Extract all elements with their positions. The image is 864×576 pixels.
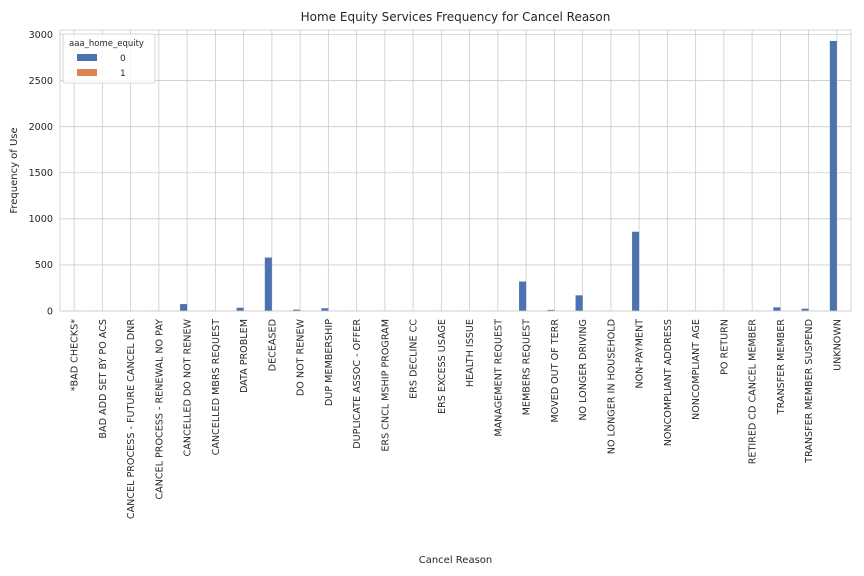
bar	[519, 281, 527, 311]
x-tick-label: UNKNOWN	[832, 319, 843, 371]
x-tick-label: NONCOMPLIANT AGE	[691, 319, 702, 420]
legend-label: 0	[120, 54, 126, 64]
x-tick-label: BAD ADD SET BY PO ACS	[98, 319, 109, 439]
bar	[773, 307, 781, 311]
legend-swatch	[77, 69, 97, 76]
legend-swatch	[77, 54, 97, 61]
bar	[575, 295, 583, 311]
x-tick-label: HEALTH ISSUE	[465, 319, 476, 387]
bar	[236, 307, 244, 311]
y-tick-label: 2000	[29, 122, 53, 133]
x-tick-label: DUP MEMBERSHIP	[324, 319, 335, 406]
y-tick-label: 1500	[29, 168, 53, 179]
bar	[264, 257, 272, 311]
x-tick-label: CANCELLED DO NOT RENEW	[183, 318, 194, 456]
x-tick-label: MOVED OUT OF TERR	[550, 319, 561, 423]
bar	[321, 308, 329, 311]
x-tick-label: NO LONGER IN HOUSEHOLD	[606, 319, 617, 454]
y-tick-label: 1000	[29, 214, 53, 225]
x-tick-label: MEMBERS REQUEST	[522, 319, 533, 416]
legend-label: 1	[120, 69, 126, 79]
y-tick-labels: 0 500 1000 1500 2000 2500 3000	[29, 30, 53, 317]
x-tick-label: CANCEL PROCESS - FUTURE CANCEL DNR	[126, 319, 137, 519]
x-tick-label: NO LONGER DRIVING	[578, 319, 589, 421]
x-tick-label: ERS CNCL MSHIP PROGRAM	[380, 319, 391, 452]
y-tick-label: 2500	[29, 76, 53, 87]
x-tick-label: DECEASED	[267, 319, 278, 371]
x-tick-label: NON-PAYMENT	[635, 319, 646, 389]
x-tick-label: TRANSFER MEMBER	[776, 319, 787, 416]
x-tick-label: DO NOT RENEW	[296, 318, 307, 396]
x-tick-labels: *BAD CHECKS* BAD ADD SET BY PO ACS CANCEL …	[70, 318, 844, 519]
plot-frame	[59, 29, 852, 312]
y-axis-label: Frequency of Use	[9, 127, 20, 213]
bars	[67, 40, 837, 312]
grid	[60, 30, 851, 312]
legend-entries: 01	[77, 54, 126, 79]
x-tick-label: CANCEL PROCESS - RENEWAL NO PAY	[154, 319, 165, 500]
x-tick-label: CANCELLED MBRS REQUEST	[211, 319, 222, 456]
legend-title: aaa_home_equity	[69, 39, 144, 49]
bar	[632, 231, 640, 311]
bar	[801, 308, 809, 311]
y-tick-label: 0	[47, 306, 53, 317]
x-tick-label: NONCOMPLIANT ADDRESS	[663, 319, 674, 446]
bar	[829, 40, 837, 312]
x-tick-label: RETIRED CD CANCEL MEMBER	[748, 319, 759, 465]
chart-title: Home Equity Services Frequency for Cance…	[301, 10, 611, 24]
legend: aaa_home_equity 01	[62, 33, 156, 84]
y-tick-label: 500	[35, 260, 53, 271]
bar	[180, 304, 188, 311]
x-tick-label: PO RETURN	[719, 319, 730, 375]
x-tick-label: DATA PROBLEM	[239, 319, 250, 393]
x-tick-label: ERS DECLINE CC	[409, 319, 420, 399]
x-tick-label: MANAGEMENT REQUEST	[493, 319, 504, 437]
bar	[293, 309, 301, 311]
x-tick-label: TRANSFER MEMBER SUSPEND	[804, 319, 815, 464]
x-tick-label: *BAD CHECKS*	[70, 319, 81, 391]
y-tick-label: 3000	[29, 30, 53, 41]
x-tick-label: DUPLICATE ASSOC - OFFER	[352, 319, 363, 449]
x-axis-label: Cancel Reason	[419, 555, 493, 566]
x-tick-label: ERS EXCESS USAGE	[437, 319, 448, 414]
bar	[547, 309, 555, 311]
